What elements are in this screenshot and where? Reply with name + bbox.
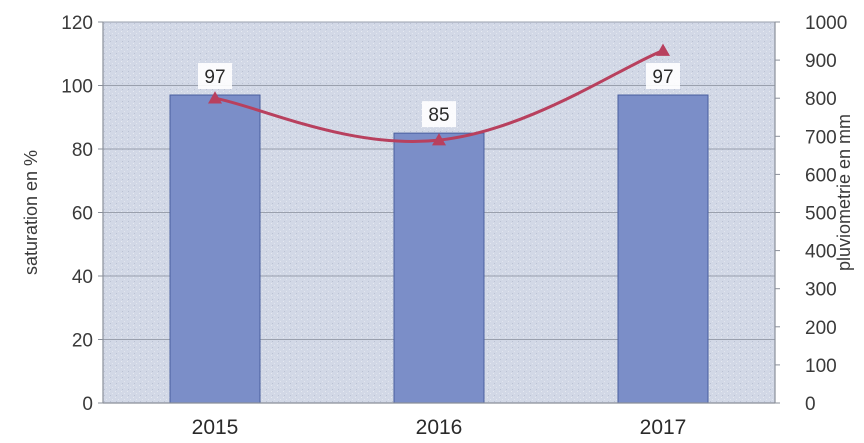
line-point-2016	[432, 133, 446, 146]
left-tick-label: 120	[61, 13, 93, 34]
left-tick-label: 0	[82, 394, 93, 415]
right-tick-label: 800	[805, 89, 837, 110]
right-tick-label: 400	[805, 242, 837, 263]
right-tick-label: 900	[805, 51, 837, 72]
bar-2015	[169, 94, 261, 404]
left-tick-label: 40	[72, 267, 93, 288]
bar-2017	[617, 94, 709, 404]
bar-2016	[393, 132, 485, 404]
right-tick-label: 1000	[805, 13, 847, 34]
data-label-box	[422, 101, 456, 128]
left-tick-label: 80	[72, 140, 93, 161]
left-tick-label: 60	[72, 204, 93, 225]
data-label-box	[646, 63, 680, 90]
right-tick-label: 0	[805, 394, 816, 415]
y2-axis-title: pluviometrie en mm	[834, 114, 854, 271]
bar-series	[169, 94, 709, 404]
data-label-2016: 85	[428, 105, 449, 126]
category-label-2017: 2017	[640, 416, 687, 439]
left-tick-label: 100	[61, 77, 93, 98]
data-label-box	[198, 63, 232, 90]
left-axis-ticks: 0 20 40 60 80 100 120	[61, 13, 103, 415]
left-tick-label: 20	[72, 331, 93, 352]
right-tick-label: 200	[805, 318, 837, 339]
line-point-2017	[656, 43, 670, 56]
line-series	[208, 43, 670, 146]
right-tick-label: 600	[805, 165, 837, 186]
data-labels: 97 85 97	[198, 63, 680, 128]
category-labels: 2015 2016 2017	[192, 416, 687, 439]
y-axis-title: saturation en %	[21, 150, 41, 275]
right-tick-label: 100	[805, 356, 837, 377]
category-label-2015: 2015	[192, 416, 239, 439]
right-tick-label: 300	[805, 280, 837, 301]
data-label-2015: 97	[204, 67, 225, 88]
category-label-2016: 2016	[416, 416, 463, 439]
data-label-2017: 97	[652, 67, 673, 88]
right-tick-label: 500	[805, 204, 837, 225]
right-tick-label: 700	[805, 127, 837, 148]
line-point-2015	[208, 91, 222, 104]
right-axis-ticks: 0 100 200 300 400 500 600 700 800 900 1000	[775, 13, 847, 415]
